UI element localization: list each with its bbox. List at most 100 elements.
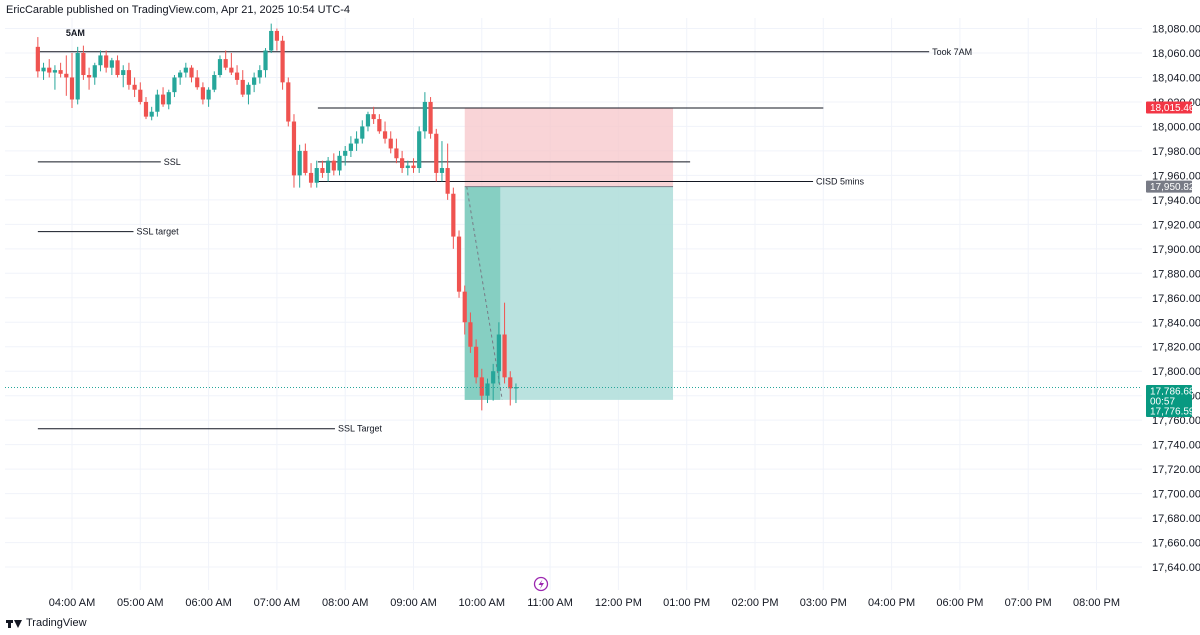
candle-down[interactable] bbox=[126, 70, 132, 85]
candle-up[interactable] bbox=[263, 50, 268, 71]
lightning-icon[interactable] bbox=[533, 576, 549, 592]
candle-down[interactable] bbox=[189, 67, 194, 78]
candle-down[interactable] bbox=[35, 46, 40, 72]
candle-up[interactable] bbox=[343, 150, 348, 156]
candle-down[interactable] bbox=[240, 79, 245, 95]
candle-down[interactable] bbox=[445, 168, 450, 194]
candle-down[interactable] bbox=[394, 148, 399, 159]
candle-down[interactable] bbox=[274, 30, 279, 41]
candle-up[interactable] bbox=[155, 94, 160, 112]
candle-up[interactable] bbox=[41, 67, 46, 72]
candle-up[interactable] bbox=[121, 70, 126, 76]
candle-down[interactable] bbox=[508, 377, 513, 389]
candle-up[interactable] bbox=[252, 77, 257, 85]
candle-up[interactable] bbox=[149, 111, 154, 117]
candle-down[interactable] bbox=[474, 346, 479, 378]
candle-down[interactable] bbox=[371, 114, 376, 120]
candle-up[interactable] bbox=[269, 30, 274, 51]
candle-up[interactable] bbox=[354, 138, 359, 144]
price-tag[interactable] bbox=[1146, 180, 1192, 193]
candle-up[interactable] bbox=[439, 168, 445, 173]
candle-down[interactable] bbox=[138, 89, 143, 102]
candle-down[interactable] bbox=[479, 377, 484, 396]
candle-up[interactable] bbox=[314, 168, 319, 183]
price-tag[interactable] bbox=[1146, 395, 1192, 407]
candle-down[interactable] bbox=[400, 158, 405, 169]
candle-down[interactable] bbox=[69, 77, 75, 100]
candle-down[interactable] bbox=[451, 193, 456, 237]
candle-down[interactable] bbox=[462, 291, 467, 323]
candle-down[interactable] bbox=[86, 75, 92, 78]
candle-down[interactable] bbox=[47, 67, 52, 73]
candle-up[interactable] bbox=[417, 131, 422, 169]
price-tag[interactable] bbox=[1146, 101, 1192, 114]
candle-up[interactable] bbox=[405, 165, 410, 169]
candle-down[interactable] bbox=[308, 172, 314, 183]
candle-up[interactable] bbox=[360, 126, 365, 139]
candle-up[interactable] bbox=[337, 155, 342, 171]
candle-down[interactable] bbox=[377, 119, 382, 132]
y-tick-label: 17,820.00 bbox=[1152, 342, 1200, 354]
candle-down[interactable] bbox=[331, 160, 336, 171]
y-tick-label: 17,960.00 bbox=[1152, 170, 1200, 182]
price-tag[interactable] bbox=[1146, 385, 1192, 397]
candle-down[interactable] bbox=[286, 82, 291, 122]
candle-down[interactable] bbox=[303, 150, 308, 173]
candle-down[interactable] bbox=[115, 60, 120, 76]
candle-down[interactable] bbox=[382, 131, 388, 139]
candle-up[interactable] bbox=[365, 114, 371, 127]
candle-up[interactable] bbox=[326, 160, 331, 173]
candle-down[interactable] bbox=[200, 87, 206, 100]
candle-down[interactable] bbox=[195, 77, 200, 88]
candle-down[interactable] bbox=[468, 322, 473, 347]
candle-up[interactable] bbox=[183, 67, 188, 73]
candle-up[interactable] bbox=[178, 72, 183, 78]
candle-down[interactable] bbox=[320, 168, 325, 173]
candle-up[interactable] bbox=[422, 101, 427, 132]
candle-down[interactable] bbox=[223, 59, 228, 68]
candle-up[interactable] bbox=[297, 150, 302, 176]
x-tick-label: 07:00 AM bbox=[254, 597, 300, 609]
candle-down[interactable] bbox=[434, 133, 439, 173]
candle-up[interactable] bbox=[491, 371, 496, 384]
candle-up[interactable] bbox=[485, 383, 490, 396]
candle-up[interactable] bbox=[496, 334, 501, 372]
candle-up[interactable] bbox=[92, 65, 97, 78]
candle-down[interactable] bbox=[291, 121, 297, 176]
candle-down[interactable] bbox=[502, 334, 507, 378]
candle-up[interactable] bbox=[98, 55, 103, 66]
candle-down[interactable] bbox=[388, 138, 393, 149]
candle-down[interactable] bbox=[104, 55, 109, 68]
candle-up[interactable] bbox=[172, 77, 177, 93]
candle-down[interactable] bbox=[81, 52, 86, 76]
candle-down[interactable] bbox=[229, 67, 234, 73]
candle-up[interactable] bbox=[246, 84, 251, 95]
candlesticks bbox=[35, 23, 519, 411]
candle-up[interactable] bbox=[75, 52, 80, 100]
price-tag-label: 17,776.59 bbox=[1150, 407, 1195, 418]
candle-down[interactable] bbox=[160, 94, 166, 105]
candle-up[interactable] bbox=[109, 60, 114, 68]
publisher-header: EricCarable published on TradingView.com… bbox=[6, 4, 351, 16]
candle-up[interactable] bbox=[257, 70, 262, 78]
candle-down[interactable] bbox=[428, 101, 433, 134]
candle-up[interactable] bbox=[166, 92, 171, 105]
candle-down[interactable] bbox=[456, 236, 462, 292]
candle-up[interactable] bbox=[212, 75, 217, 90]
candle-down[interactable] bbox=[58, 70, 63, 74]
candle-down[interactable] bbox=[132, 84, 137, 90]
candle-down[interactable] bbox=[234, 72, 240, 80]
take-profit-filled-zone bbox=[464, 186, 501, 400]
tradingview-footer[interactable]: TradingView bbox=[6, 617, 87, 629]
candle-up[interactable] bbox=[348, 143, 353, 151]
candle-down[interactable] bbox=[280, 40, 285, 83]
candle-up[interactable] bbox=[52, 70, 58, 73]
candle-down[interactable] bbox=[143, 101, 149, 117]
candle-down[interactable] bbox=[64, 73, 69, 78]
price-tag[interactable] bbox=[1146, 405, 1192, 417]
candle-up[interactable] bbox=[206, 89, 211, 100]
tradingview-brand: TradingView bbox=[26, 617, 87, 629]
candle-down[interactable] bbox=[411, 165, 416, 169]
candle-up[interactable] bbox=[217, 59, 223, 76]
